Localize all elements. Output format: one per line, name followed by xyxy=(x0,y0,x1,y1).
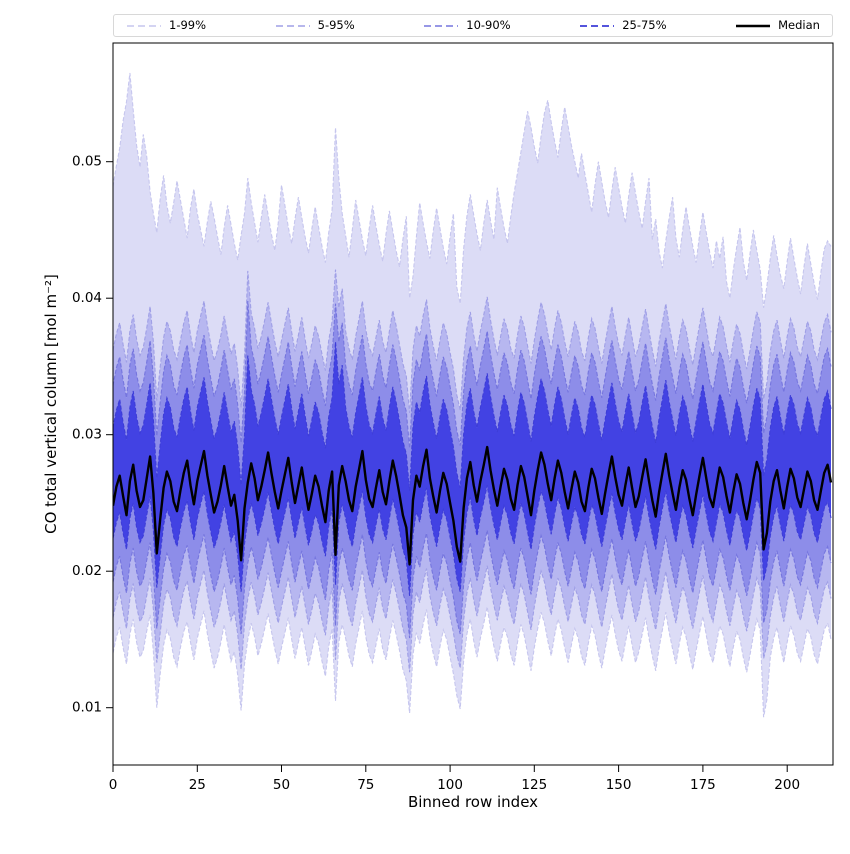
legend-line-sample xyxy=(127,24,161,27)
legend: 1-99% 5-95% 10-90% 25-75% Median xyxy=(113,14,833,37)
x-tick-label: 200 xyxy=(774,777,800,793)
band-upper-line-25-75% xyxy=(113,341,832,491)
x-tick-label: 125 xyxy=(521,777,547,793)
legend-item: 25-75% xyxy=(579,17,667,32)
y-tick-label: 0.05 xyxy=(72,154,102,170)
y-tick-label: 0.04 xyxy=(72,290,102,306)
x-tick-label: 175 xyxy=(690,777,716,793)
legend-line-sample xyxy=(424,24,459,27)
x-tick-label: 25 xyxy=(189,777,206,793)
x-tick-label: 50 xyxy=(273,777,290,793)
legend-item: Median xyxy=(735,17,820,32)
y-tick-label: 0.03 xyxy=(72,427,102,443)
band-lower-line-1-99% xyxy=(113,606,832,718)
legend-item-label: 1-99% xyxy=(169,17,207,32)
legend-item-label: 5-95% xyxy=(317,17,355,32)
x-tick-label: 150 xyxy=(606,777,632,793)
legend-line-sample xyxy=(275,24,310,27)
y-tick-label: 0.01 xyxy=(72,700,102,716)
legend-line-sample xyxy=(580,24,615,27)
y-tick-label: 0.02 xyxy=(72,563,102,579)
legend-item-label: 10-90% xyxy=(466,17,511,32)
band-lower-line-10-90% xyxy=(113,530,832,639)
x-tick-label: 75 xyxy=(357,777,374,793)
x-tick-label: 100 xyxy=(437,777,463,793)
y-axis-label: CO total vertical column [mol m⁻²] xyxy=(42,274,60,534)
band-upper-line-5-95% xyxy=(113,269,832,413)
band-upper-line-10-90% xyxy=(113,300,832,449)
legend-item: 10-90% xyxy=(423,17,511,32)
legend-item: 5-95% xyxy=(275,17,355,32)
percentile-bands xyxy=(113,72,833,718)
legend-item: 1-99% xyxy=(126,17,207,32)
x-tick-label: 0 xyxy=(109,777,118,793)
x-axis-label: Binned row index xyxy=(407,793,539,811)
band-lower-line-25-75% xyxy=(113,485,832,596)
legend-item-label: Median xyxy=(778,17,820,32)
band-upper-line-1-99% xyxy=(113,72,832,308)
legend-item-label: 25-75% xyxy=(622,17,667,32)
band-lower-line-5-95% xyxy=(113,565,832,673)
axes-frame xyxy=(112,42,834,766)
legend-line-sample xyxy=(736,24,771,27)
median-line xyxy=(113,445,833,566)
